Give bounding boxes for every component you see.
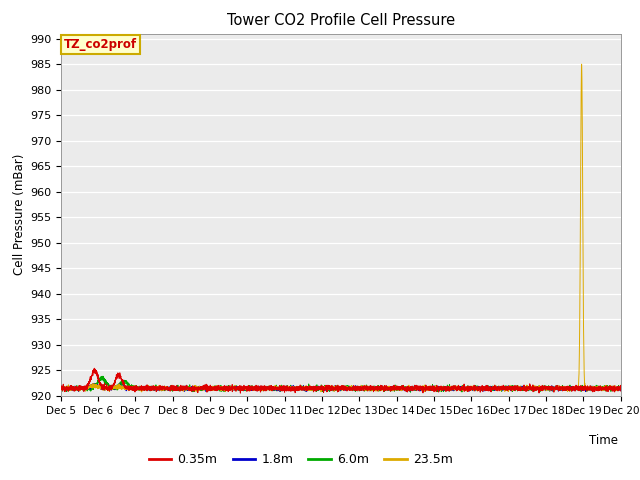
Legend: 0.35m, 1.8m, 6.0m, 23.5m: 0.35m, 1.8m, 6.0m, 23.5m <box>144 448 458 471</box>
Text: Time: Time <box>589 434 618 447</box>
Text: TZ_co2prof: TZ_co2prof <box>63 38 137 51</box>
Y-axis label: Cell Pressure (mBar): Cell Pressure (mBar) <box>13 154 26 276</box>
Title: Tower CO2 Profile Cell Pressure: Tower CO2 Profile Cell Pressure <box>227 13 455 28</box>
